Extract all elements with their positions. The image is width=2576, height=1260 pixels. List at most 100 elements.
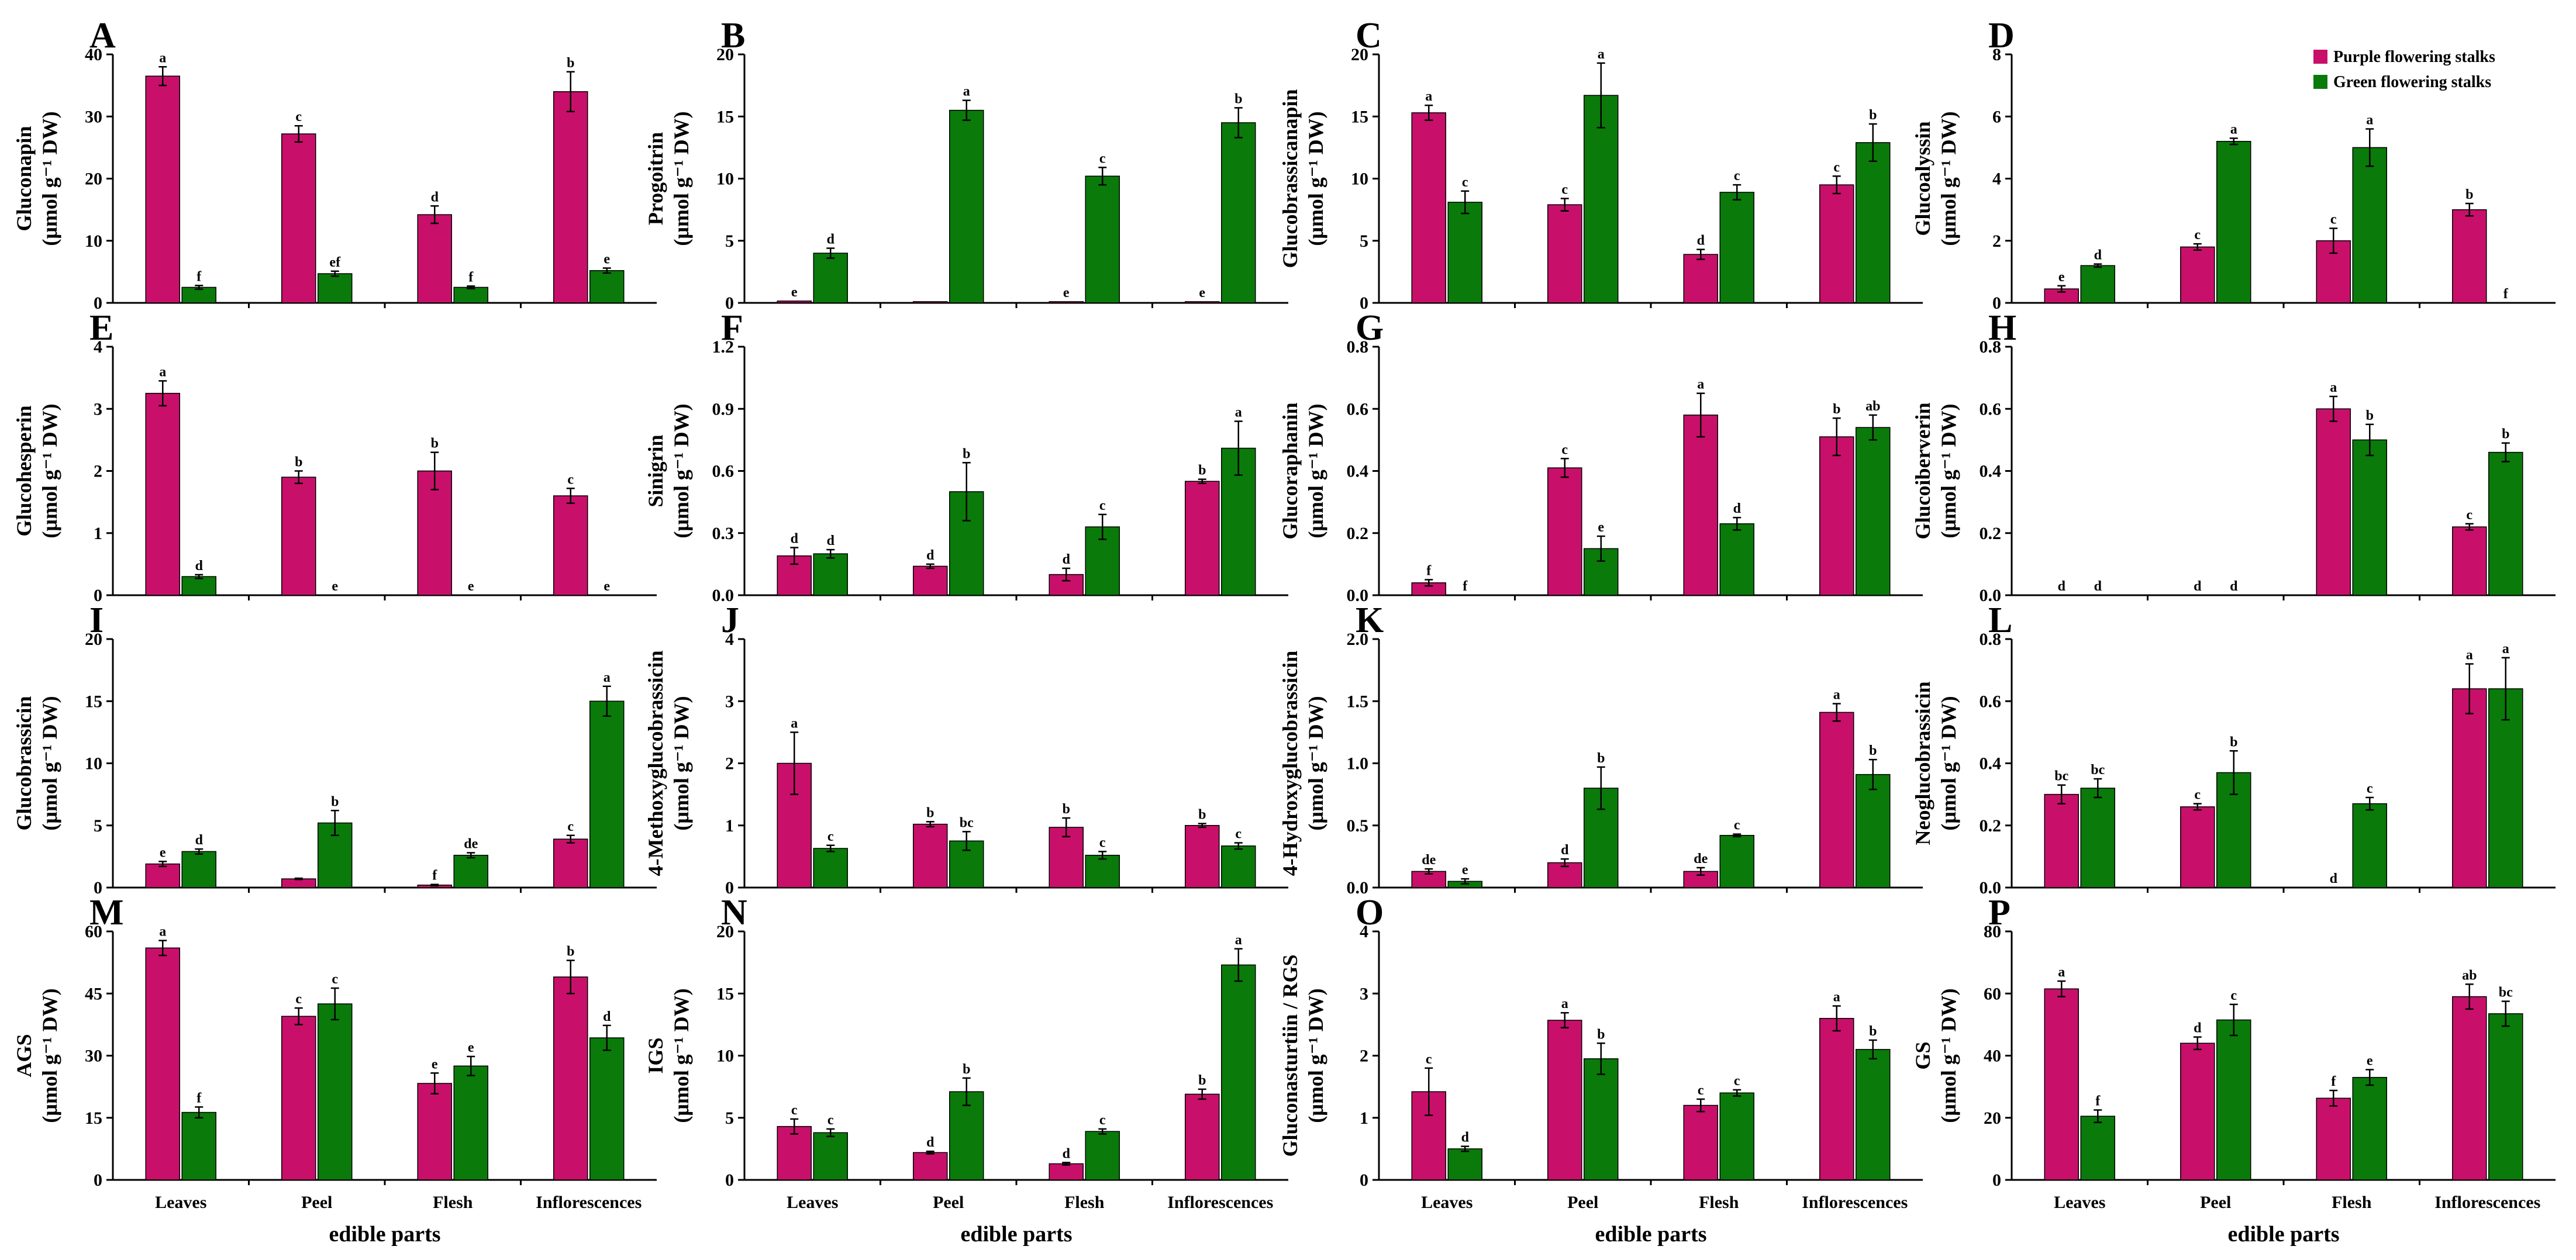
significance-letter: b bbox=[1198, 807, 1206, 823]
bar-green bbox=[2352, 803, 2387, 888]
significance-letter: c bbox=[1734, 818, 1740, 833]
bar-green bbox=[181, 851, 216, 888]
significance-letter: c bbox=[1099, 1113, 1106, 1128]
y-tick-label: 0.9 bbox=[712, 399, 734, 419]
y-tick-label: 15 bbox=[85, 692, 102, 711]
x-category-label: Leaves bbox=[155, 1193, 206, 1212]
y-tick-label: 2 bbox=[1992, 232, 2001, 251]
bar-purple bbox=[1547, 1020, 1582, 1180]
y-tick-label: 45 bbox=[85, 984, 102, 1003]
chart-g: G 0.0 0.2 0.4 0.6 0.8 f f c e a d b ab Glucoraphanin (μ… bbox=[1278, 308, 1923, 605]
significance-letter: d bbox=[827, 533, 835, 548]
significance-letter: c bbox=[1462, 175, 1468, 190]
y-tick-label: 20 bbox=[1351, 45, 1368, 64]
significance-letter: c bbox=[2230, 988, 2237, 1003]
legend-swatch-purple bbox=[2313, 50, 2327, 64]
chart-b: B 0 5 10 15 20 e d a e c e b Progoitrin (μmol g⁻¹ DW) bbox=[644, 16, 1288, 313]
significance-letter: d bbox=[1063, 552, 1071, 567]
y-axis-label-line2: (μmol g⁻¹ DW) bbox=[1304, 988, 1327, 1123]
y-axis-label: Glucohesperin (μmol g⁻¹ DW) bbox=[12, 403, 61, 538]
y-tick-label: 3 bbox=[1360, 984, 1368, 1003]
significance-letter: de bbox=[1422, 852, 1436, 868]
bar-purple bbox=[1683, 415, 1718, 596]
y-tick-label: 0.2 bbox=[1980, 816, 2002, 836]
panel-letter: P bbox=[1988, 893, 2011, 933]
x-category-label: Inflorescences bbox=[1167, 1193, 1273, 1212]
bar-green bbox=[1085, 175, 1120, 303]
y-axis-label-line1: Glucobrassicanapin bbox=[1278, 89, 1302, 268]
significance-letter: b bbox=[1597, 751, 1605, 766]
y-axis-label-line1: 4-Methoxyglucobrassicin bbox=[644, 651, 667, 876]
bar-purple bbox=[1547, 467, 1582, 596]
bar-green bbox=[949, 1091, 984, 1180]
x-category-label: Inflorescences bbox=[2434, 1193, 2540, 1212]
bar-purple bbox=[1185, 825, 1220, 888]
significance-letter: a bbox=[159, 924, 166, 940]
bar-purple bbox=[1185, 301, 1220, 303]
bar-green bbox=[1085, 1131, 1120, 1180]
significance-letter: b bbox=[295, 455, 302, 470]
bar-purple bbox=[2452, 996, 2487, 1180]
panel-letter: M bbox=[89, 893, 124, 933]
significance-letter: a bbox=[1697, 377, 1704, 392]
significance-letter: b bbox=[2502, 427, 2509, 442]
bar-green bbox=[318, 1003, 353, 1180]
y-tick-label: 0.4 bbox=[1980, 754, 2002, 774]
y-tick-label: 6 bbox=[1992, 107, 2001, 126]
bar-purple bbox=[417, 470, 452, 596]
y-axis-label-line1: Glucohesperin bbox=[12, 405, 36, 536]
bar-purple bbox=[281, 133, 316, 303]
significance-letter: c bbox=[567, 819, 574, 834]
significance-letter: b bbox=[1833, 402, 1840, 417]
y-tick-label: 0 bbox=[94, 586, 102, 605]
significance-letter: c bbox=[567, 472, 574, 487]
y-tick-label: 0.0 bbox=[1980, 878, 2002, 897]
significance-letter: c bbox=[2466, 508, 2472, 523]
bar-green bbox=[1221, 964, 1256, 1180]
y-tick-label: 0 bbox=[94, 1171, 102, 1190]
bar-purple bbox=[1819, 1018, 1854, 1180]
bar-purple bbox=[1049, 1163, 1084, 1180]
bar-green bbox=[1856, 1049, 1891, 1180]
y-tick-label: 1 bbox=[94, 524, 102, 543]
x-category-label: Peel bbox=[301, 1193, 332, 1212]
panel-letter: N bbox=[721, 893, 747, 933]
bar-purple bbox=[145, 863, 180, 888]
bar-green bbox=[2352, 147, 2387, 303]
legend-label-purple: Purple flowering stalks bbox=[2333, 48, 2495, 66]
bar-green bbox=[2488, 1013, 2523, 1180]
bar-purple bbox=[281, 477, 316, 596]
bar-purple bbox=[1819, 436, 1854, 596]
significance-letter: d bbox=[2094, 248, 2102, 263]
bar-green bbox=[453, 855, 488, 888]
significance-letter: b bbox=[1198, 1073, 1206, 1088]
significance-letter: e bbox=[604, 252, 610, 267]
y-axis-label-line1: Progoitrin bbox=[644, 132, 667, 225]
y-axis-label-line1: AGS bbox=[12, 1034, 36, 1077]
bar-purple bbox=[1547, 204, 1582, 303]
y-tick-label: 20 bbox=[85, 170, 102, 189]
y-tick-label: 60 bbox=[85, 922, 102, 941]
significance-letter: c bbox=[827, 829, 834, 844]
significance-letter: b bbox=[431, 436, 439, 451]
y-tick-label: 0.6 bbox=[1980, 399, 2002, 419]
significance-letter: a bbox=[791, 716, 798, 731]
y-tick-label: 10 bbox=[85, 232, 102, 251]
significance-letter: a bbox=[1235, 933, 1242, 948]
significance-letter: b bbox=[1869, 1024, 1877, 1039]
chart-h: H 0.0 0.2 0.4 0.6 0.8 d d d d a b c b Glucoiberverin (μ… bbox=[1911, 308, 2556, 605]
significance-letter: bc bbox=[2091, 762, 2105, 778]
bar-purple bbox=[913, 1152, 948, 1180]
bar-green bbox=[813, 848, 848, 888]
y-tick-label: 2 bbox=[94, 462, 102, 481]
significance-letter: e bbox=[468, 1040, 474, 1055]
bar-purple bbox=[2044, 988, 2079, 1180]
significance-letter: c bbox=[2367, 781, 2373, 796]
y-axis-label-line2: (μmol g⁻¹ DW) bbox=[1937, 111, 1960, 246]
panel-letter: L bbox=[1988, 600, 2012, 640]
y-tick-label: 0.2 bbox=[1980, 524, 2002, 543]
bar-purple bbox=[1819, 712, 1854, 888]
significance-letter: f bbox=[432, 868, 437, 883]
chart-k: K 0.0 0.5 1.0 1.5 2.0 de e d b de c a b 4-Hydroxygluco… bbox=[1278, 600, 1923, 897]
chart-d: D 0 2 4 6 8 e d c a c a b f Glucoalyssin (μmol g⁻¹ DW) bbox=[1911, 16, 2556, 313]
